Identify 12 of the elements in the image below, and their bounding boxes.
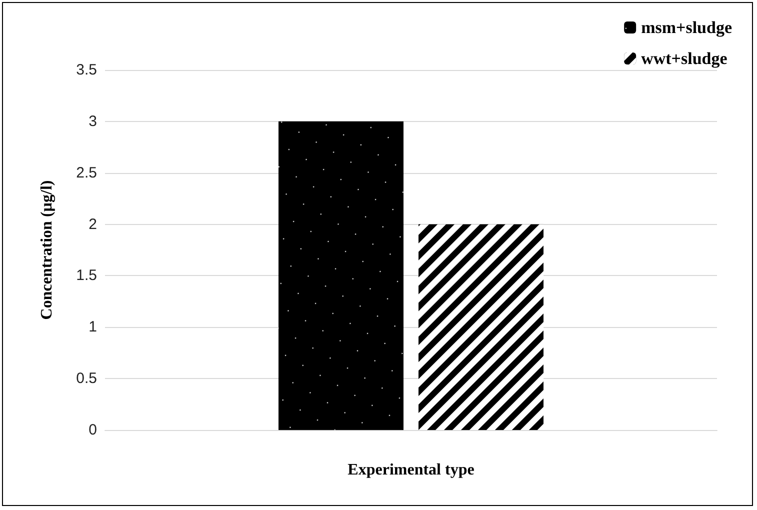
legend-label: msm+sludge (641, 18, 732, 37)
y-tick-label: 2.5 (76, 164, 97, 182)
y-tick-label: 2 (88, 216, 97, 233)
y-tick-label: 0.5 (76, 370, 97, 388)
legend-label: wwt+sludge (641, 49, 728, 68)
y-axis-title: Concentration (µg/l) (38, 180, 56, 320)
y-tick-label: 1 (88, 318, 97, 336)
y-tick-label: 1.5 (76, 267, 97, 284)
y-tick-label: 3.5 (76, 62, 97, 78)
x-axis-title: Experimental type (348, 462, 474, 478)
y-tick-label: 3 (88, 112, 97, 130)
y-tick-label: 0 (88, 422, 97, 438)
